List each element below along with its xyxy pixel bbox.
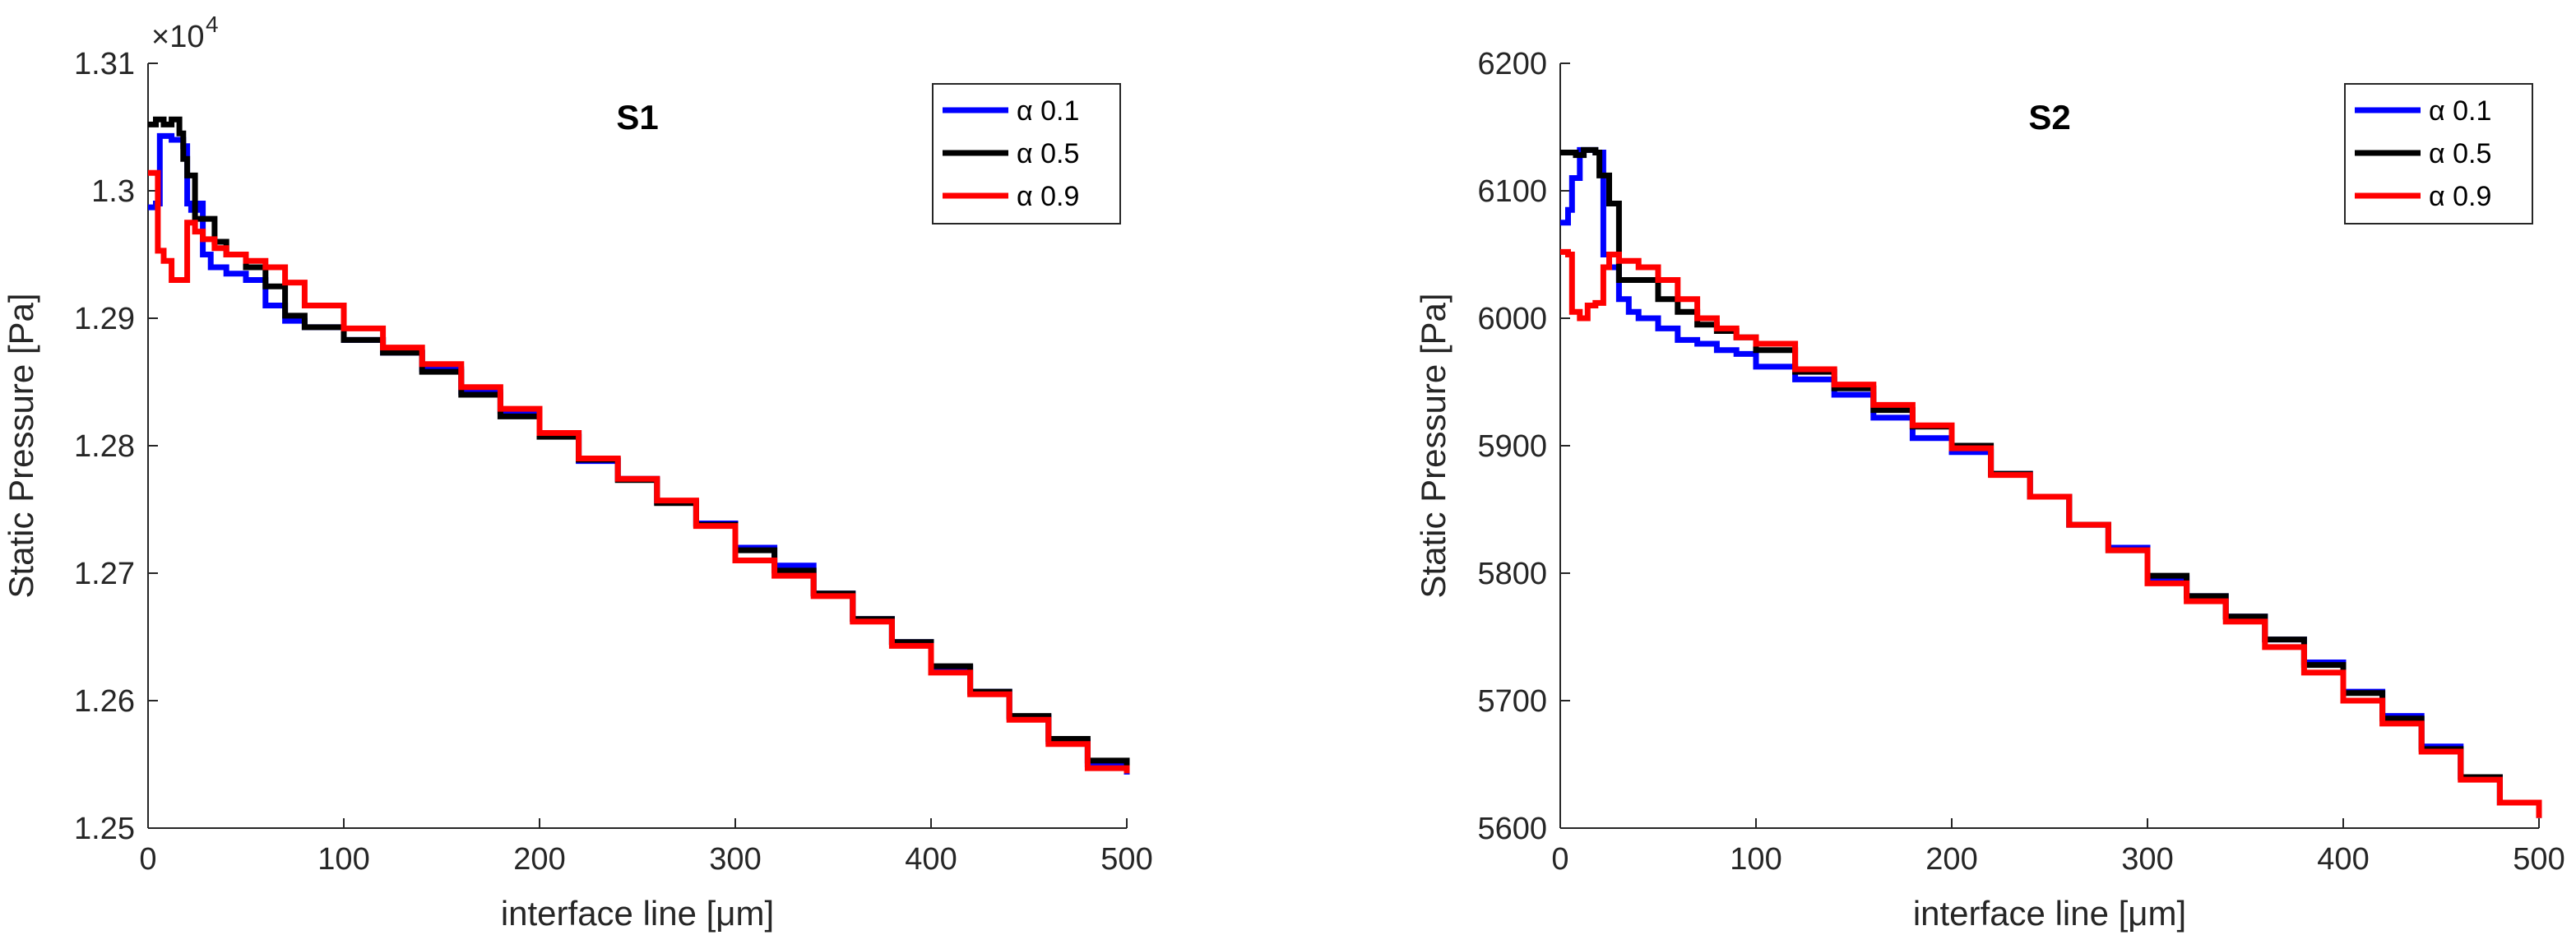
legend-label-2: α 0.5 bbox=[1017, 138, 1079, 169]
x-tick-label: 200 bbox=[1925, 842, 1977, 877]
x-tick-label: 400 bbox=[2317, 842, 2369, 877]
x-tick-label: 300 bbox=[2121, 842, 2173, 877]
legend-label-1: α 0.1 bbox=[2429, 95, 2491, 127]
x-tick-label: 500 bbox=[1100, 842, 1152, 877]
y-tick-label: 6000 bbox=[1477, 302, 1547, 336]
legend-label-2: α 0.5 bbox=[2429, 138, 2491, 169]
y-tick-label: 5600 bbox=[1477, 812, 1547, 846]
y-tick-label: 1.31 bbox=[74, 47, 135, 81]
y-tick-label: 1.27 bbox=[74, 557, 135, 591]
series-line-3 bbox=[1560, 248, 2542, 818]
chart-panel-2: 0 100 200 300 400 500 5600 5700 5800 5900 6000 6100… bbox=[1414, 47, 2565, 933]
legend-box bbox=[932, 83, 1121, 225]
y-axis-label: Static Pressure [Pa] bbox=[2, 293, 40, 598]
legend-label-3: α 0.9 bbox=[1017, 181, 1079, 212]
x-tick-label: 100 bbox=[317, 842, 369, 877]
legend-label-1: α 0.1 bbox=[1017, 95, 1079, 127]
legend: α 0.1 α 0.5 α 0.9 bbox=[932, 83, 1121, 225]
y-tick-label: 5800 bbox=[1477, 557, 1547, 591]
series-line-2 bbox=[1560, 146, 2542, 818]
y-tick-label: 6100 bbox=[1477, 174, 1547, 209]
y-tick-label: 1.3 bbox=[91, 174, 135, 209]
y-tick-label: 5900 bbox=[1477, 429, 1547, 464]
y-tick-label: 1.28 bbox=[74, 429, 135, 464]
y-axis-label: Static Pressure [Pa] bbox=[1414, 293, 1452, 598]
legend: α 0.1 α 0.5 α 0.9 bbox=[2344, 83, 2533, 225]
x-tick-label: 500 bbox=[2513, 842, 2564, 877]
x-tick-label: 100 bbox=[1730, 842, 1781, 877]
y-tick-label: 1.26 bbox=[74, 684, 135, 719]
x-tick-label: 0 bbox=[139, 842, 156, 877]
y-tick-label: 1.29 bbox=[74, 302, 135, 336]
chart-panel-1: 0 100 200 300 400 5001.251.261.271.281.291.31… bbox=[2, 12, 1153, 933]
legend-label-3: α 0.9 bbox=[2429, 181, 2491, 212]
y-tick-label: 1.25 bbox=[74, 812, 135, 846]
series-line-1 bbox=[148, 132, 1130, 775]
y-exponent-power: 4 bbox=[206, 12, 219, 37]
x-tick-label: 0 bbox=[1551, 842, 1568, 877]
chart-title: S1 bbox=[616, 98, 658, 137]
x-tick-label: 400 bbox=[905, 842, 957, 877]
x-tick-label: 300 bbox=[709, 842, 761, 877]
y-tick-label: 6200 bbox=[1477, 47, 1547, 81]
series-line-3 bbox=[148, 169, 1130, 774]
x-axis-label: interface line [μm] bbox=[501, 894, 774, 933]
chart-title: S2 bbox=[2028, 98, 2070, 137]
x-axis-label: interface line [μm] bbox=[1913, 894, 2186, 933]
series-group bbox=[148, 116, 1130, 775]
y-exponent-label: ×10 bbox=[151, 20, 204, 54]
y-tick-label: 5700 bbox=[1477, 684, 1547, 719]
x-tick-label: 200 bbox=[513, 842, 565, 877]
series-group bbox=[1560, 146, 2542, 818]
